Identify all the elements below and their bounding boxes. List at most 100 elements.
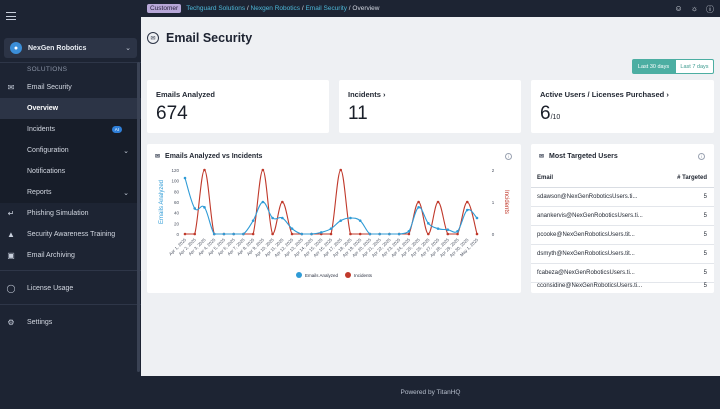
y-tick-label: 40 <box>174 211 180 216</box>
divider <box>0 304 141 305</box>
chevron-right-icon: › <box>666 90 669 99</box>
menu-toggle-icon[interactable] <box>6 12 16 20</box>
emails-point <box>436 227 440 230</box>
emails-point <box>193 207 197 210</box>
emails-vs-incidents-chart: 120 100 80 60 40 20 0 2 1 0 Emails Analyzed Inciden… <box>159 168 509 258</box>
sidebar-item-label: License Usage <box>27 285 74 292</box>
chart-title: Emails Analyzed vs Incidents <box>165 153 263 160</box>
incidents-point <box>290 232 294 236</box>
y2-tick-label: 2 <box>492 168 495 173</box>
sidebar-item-overview[interactable]: Overview <box>0 98 141 119</box>
targeted-title: Most Targeted Users <box>549 153 618 160</box>
emails-point <box>290 227 294 230</box>
info-icon[interactable]: i <box>698 153 705 160</box>
sidebar-scrollbar[interactable] <box>137 62 140 372</box>
emails-analyzed-card: Emails Analyzed 674 <box>147 80 329 133</box>
active-users-card[interactable]: Active Users / Licenses Purchased › 6/10 <box>531 80 714 133</box>
customer-tag: Customer <box>147 4 182 13</box>
y-tick-label: 80 <box>174 189 180 194</box>
user-email: anankervis@NexGenRoboticsUsers.ti... <box>537 213 643 219</box>
sidebar-item-label: Security Awareness Training <box>27 231 116 238</box>
emails-point <box>232 232 235 236</box>
breadcrumb-link-email-security[interactable]: Email Security <box>305 5 347 12</box>
incidents-point <box>456 232 459 236</box>
incidents-point <box>465 200 469 204</box>
emails-point <box>407 230 411 233</box>
emails-point <box>378 232 381 236</box>
targeted-count: 5 <box>703 232 707 238</box>
emails-point <box>300 232 304 236</box>
stat-label: Active Users / Licenses Purchased › <box>540 90 669 99</box>
emails-point <box>456 230 459 233</box>
sidebar-item-configuration[interactable]: Configuration ⌄ <box>0 140 141 161</box>
hook-icon: ↵ <box>7 209 15 218</box>
sidebar-item-incidents[interactable]: Incidents AI <box>0 119 141 140</box>
y2-tick-label: 0 <box>492 232 495 237</box>
incidents-point <box>349 232 352 236</box>
emails-point <box>368 232 372 236</box>
org-name: NexGen Robotics <box>28 44 87 52</box>
emails-point <box>261 200 265 204</box>
sidebar-item-email-security[interactable]: ✉ Email Security <box>0 77 141 98</box>
info-icon[interactable]: i <box>505 153 512 160</box>
y2-tick-label: 1 <box>492 200 495 205</box>
incidents-point <box>436 200 440 204</box>
licenses-total: /10 <box>550 114 561 121</box>
y-axis-label: Emails Analyzed <box>159 180 165 224</box>
incidents-point <box>407 232 411 236</box>
most-targeted-card: ✉ Most Targeted Users i Email # Targeted… <box>531 144 714 293</box>
page-header: ✉ Email Security <box>147 31 252 45</box>
legend-emails[interactable]: Emails Analyzed <box>296 272 338 278</box>
table-header: Email # Targeted <box>531 170 714 188</box>
sidebar-item-label: Reports <box>27 189 52 196</box>
gear-icon: ⚙ <box>7 318 15 327</box>
incidents-point <box>329 232 333 236</box>
emails-point <box>251 219 255 222</box>
col-targeted[interactable]: # Targeted <box>677 175 707 181</box>
incidents-point <box>251 232 255 236</box>
breadcrumb-link-nexgen[interactable]: Nexgen Robotics <box>250 5 301 12</box>
emails-point <box>358 219 362 222</box>
emails-point <box>310 232 313 236</box>
breadcrumb-separator: / <box>346 5 353 12</box>
y-tick-label: 60 <box>174 200 180 205</box>
emails-point <box>388 232 391 236</box>
theme-icon[interactable]: ☼ <box>690 4 698 13</box>
incidents-point <box>271 232 274 236</box>
breadcrumb-link-techguard[interactable]: Techguard Solutions <box>186 5 246 12</box>
divider <box>0 270 141 271</box>
range-30-days-button[interactable]: Last 30 days <box>632 59 675 74</box>
table-row: anankervis@NexGenRoboticsUsers.ti... 5 <box>531 207 714 226</box>
org-selector[interactable]: ● NexGen Robotics ⌄ <box>4 38 137 58</box>
y-tick-label: 0 <box>176 232 179 237</box>
range-7-days-button[interactable]: Last 7 days <box>675 59 714 74</box>
ai-badge: AI <box>111 126 122 133</box>
legend-incidents[interactable]: Incidents <box>345 272 372 278</box>
emails-point <box>349 216 352 220</box>
table-row: cconsidine@NexGenRoboticsUsers.ti... 5 <box>531 283 714 293</box>
mail-icon: ✉ <box>539 154 545 160</box>
chevron-down-icon: ⌄ <box>123 147 129 155</box>
sidebar-item-phishing[interactable]: ↵ Phishing Simulation <box>0 203 141 224</box>
incidents-point <box>183 232 187 236</box>
sidebar-item-training[interactable]: ▲ Security Awareness Training <box>0 224 141 245</box>
targeted-count: 5 <box>703 283 707 289</box>
incidents-point <box>261 168 265 172</box>
top-icons: ☺ ☼ ⓘ <box>674 4 714 15</box>
incidents-point <box>193 232 197 236</box>
sidebar-item-reports[interactable]: Reports ⌄ <box>0 182 141 203</box>
sidebar-item-notifications[interactable]: Notifications <box>0 161 141 182</box>
user-icon[interactable]: ☺ <box>674 4 683 13</box>
sidebar-item-settings[interactable]: ⚙ Settings <box>0 312 141 333</box>
sidebar-item-license[interactable]: ◯ License Usage <box>0 278 141 299</box>
help-icon[interactable]: ⓘ <box>706 5 714 14</box>
incidents-point <box>475 232 479 236</box>
user-email: pcooke@NexGenRoboticsUsers.tit... <box>537 232 635 238</box>
footer: Powered by TitanHQ <box>141 376 720 409</box>
sidebar-item-archiving[interactable]: ▣ Email Archiving <box>0 245 141 266</box>
emails-point <box>339 219 343 222</box>
divider <box>0 62 141 63</box>
sidebar-item-label: Phishing Simulation <box>27 210 89 217</box>
incidents-card[interactable]: Incidents › 11 <box>339 80 521 133</box>
footer-text: Powered by TitanHQ <box>400 389 461 396</box>
